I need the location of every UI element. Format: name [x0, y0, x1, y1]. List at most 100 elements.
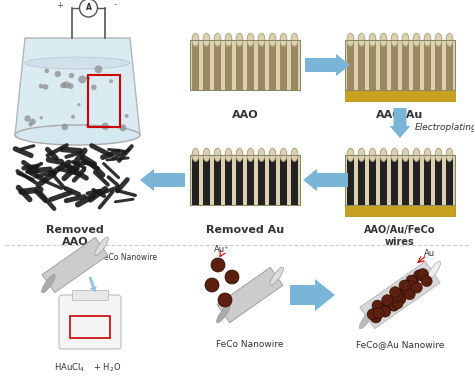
Bar: [446, 40, 453, 90]
Circle shape: [404, 289, 415, 300]
Ellipse shape: [347, 148, 354, 162]
Ellipse shape: [214, 33, 221, 47]
Bar: [214, 40, 221, 90]
Text: AAO/Au: AAO/Au: [376, 110, 424, 120]
Ellipse shape: [203, 149, 210, 161]
Bar: [446, 155, 453, 205]
Ellipse shape: [269, 148, 276, 162]
Ellipse shape: [446, 33, 453, 47]
Circle shape: [406, 275, 417, 286]
Ellipse shape: [258, 149, 265, 161]
Ellipse shape: [424, 33, 431, 46]
Circle shape: [125, 114, 128, 118]
Bar: [291, 40, 298, 90]
Text: AAO/Au/FeCo
wires: AAO/Au/FeCo wires: [364, 225, 436, 247]
Ellipse shape: [402, 33, 409, 47]
Ellipse shape: [435, 33, 442, 47]
Ellipse shape: [270, 267, 283, 285]
Ellipse shape: [413, 33, 420, 46]
Bar: [413, 155, 420, 205]
Circle shape: [78, 76, 86, 83]
Ellipse shape: [435, 148, 442, 162]
Ellipse shape: [446, 148, 453, 162]
Ellipse shape: [446, 33, 453, 46]
Bar: [345, 155, 455, 205]
Text: Electroplating: Electroplating: [415, 123, 474, 132]
Bar: [72, 290, 108, 300]
Circle shape: [77, 103, 81, 106]
Circle shape: [68, 83, 73, 89]
Circle shape: [405, 280, 416, 291]
Ellipse shape: [203, 33, 210, 46]
Text: -: -: [113, 0, 117, 9]
Bar: [269, 155, 276, 205]
Ellipse shape: [402, 148, 409, 162]
Ellipse shape: [358, 33, 365, 47]
Ellipse shape: [280, 148, 287, 162]
Circle shape: [392, 298, 403, 309]
Ellipse shape: [413, 149, 420, 161]
Ellipse shape: [413, 33, 420, 47]
Ellipse shape: [391, 149, 398, 161]
Ellipse shape: [358, 149, 365, 161]
Circle shape: [69, 73, 74, 78]
Ellipse shape: [369, 33, 376, 47]
Text: FeCo@Au Nanowire: FeCo@Au Nanowire: [356, 340, 444, 349]
Ellipse shape: [446, 149, 453, 161]
Bar: [236, 40, 243, 90]
Circle shape: [390, 287, 401, 298]
Circle shape: [101, 123, 109, 130]
Text: HAuCl$_4$: HAuCl$_4$: [54, 362, 85, 374]
Circle shape: [28, 122, 33, 127]
Bar: [391, 155, 398, 205]
Ellipse shape: [225, 33, 232, 46]
Bar: [369, 40, 376, 90]
Text: Au: Au: [424, 249, 436, 258]
Ellipse shape: [413, 148, 420, 162]
Ellipse shape: [225, 148, 232, 162]
Ellipse shape: [192, 149, 199, 161]
Ellipse shape: [347, 33, 354, 47]
Ellipse shape: [225, 149, 232, 161]
Circle shape: [211, 258, 225, 272]
Circle shape: [80, 0, 98, 17]
Circle shape: [385, 299, 396, 309]
Polygon shape: [15, 38, 140, 135]
Ellipse shape: [42, 274, 55, 293]
Circle shape: [384, 300, 395, 311]
Bar: [269, 40, 276, 90]
Ellipse shape: [258, 33, 265, 46]
Text: Removed
AAO: Removed AAO: [46, 225, 104, 247]
Ellipse shape: [192, 33, 199, 46]
Ellipse shape: [192, 148, 199, 162]
Ellipse shape: [391, 148, 398, 162]
Ellipse shape: [280, 149, 287, 161]
Ellipse shape: [203, 33, 210, 47]
Ellipse shape: [369, 148, 376, 162]
Circle shape: [414, 270, 425, 281]
Circle shape: [380, 306, 391, 317]
Text: +: +: [56, 0, 64, 9]
Circle shape: [383, 299, 394, 310]
Circle shape: [205, 278, 219, 292]
Bar: [347, 40, 354, 90]
Bar: [190, 155, 300, 205]
Ellipse shape: [247, 149, 254, 161]
Bar: [402, 155, 409, 205]
Bar: [225, 40, 232, 90]
Bar: [88, 75, 120, 127]
FancyArrow shape: [390, 108, 410, 138]
Circle shape: [95, 65, 102, 73]
Circle shape: [399, 280, 410, 291]
Circle shape: [382, 295, 393, 306]
Ellipse shape: [380, 33, 387, 46]
Circle shape: [119, 124, 127, 131]
Circle shape: [407, 276, 418, 287]
Ellipse shape: [291, 149, 298, 161]
Circle shape: [86, 123, 89, 127]
Bar: [203, 155, 210, 205]
Circle shape: [109, 79, 113, 83]
Ellipse shape: [203, 148, 210, 162]
Ellipse shape: [258, 148, 265, 162]
Ellipse shape: [291, 33, 298, 47]
